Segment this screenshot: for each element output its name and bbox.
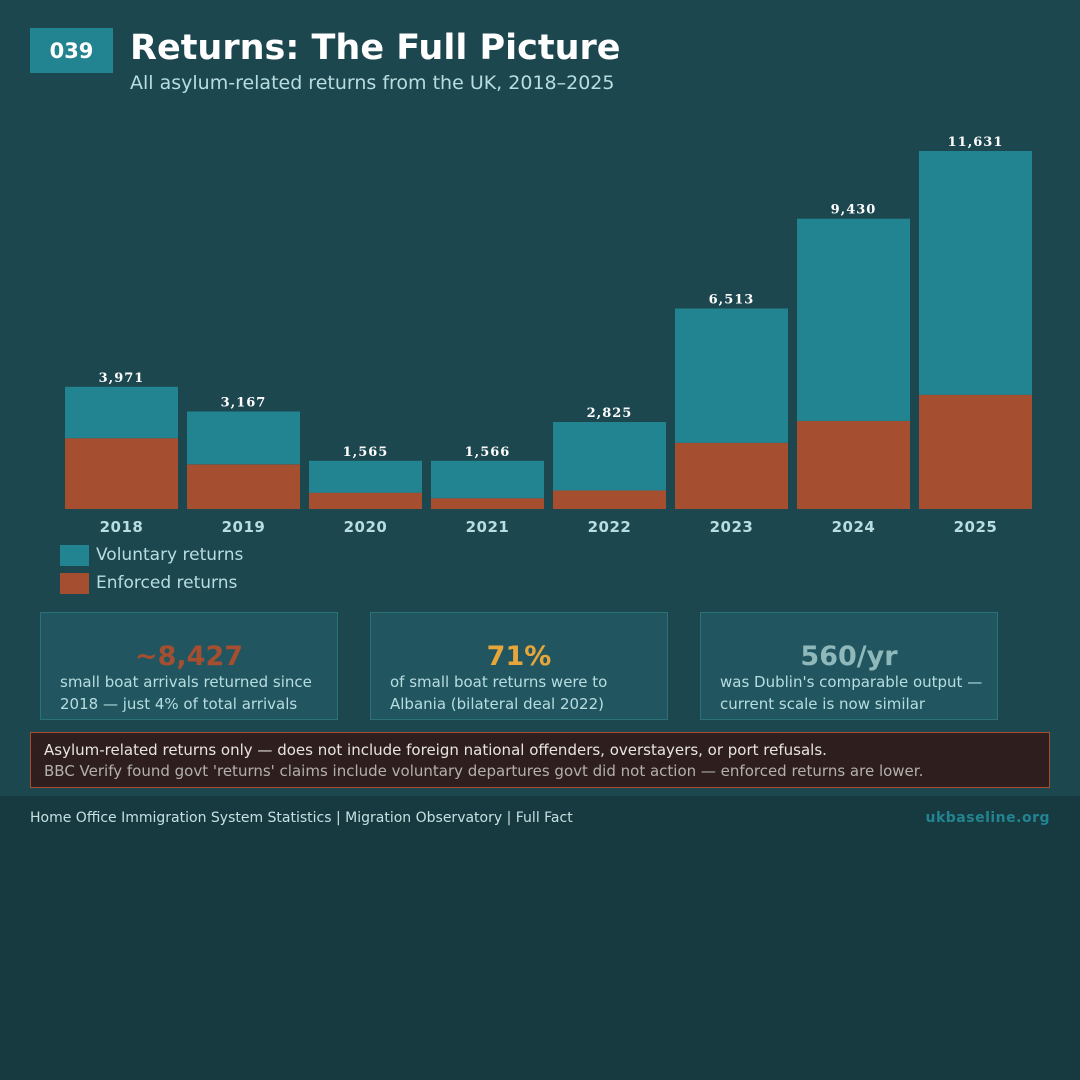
stat-value-dublin-output: 560/yr (800, 641, 898, 672)
chart-number-badge: 039 (30, 28, 113, 73)
bar-voluntary-2018 (65, 386, 178, 439)
returns-bar-chart: 3,971 2018 3,167 2019 1,565 2020 1,566 2021 2,82… (65, 135, 1032, 536)
stat-value-small-boat-returns: ~8,427 (134, 641, 244, 672)
bar-enforced-2024 (797, 421, 910, 509)
stat-description-dublin-output: was Dublin's comparable output — current… (720, 673, 983, 713)
bar-total-label-2023: 6,513 (709, 293, 755, 308)
bar-voluntary-2023 (675, 308, 788, 443)
caveat-main-text: Asylum-related returns only — does not i… (44, 741, 827, 759)
bar-total-label-2024: 9,430 (831, 203, 877, 218)
bar-enforced-2025 (919, 394, 1032, 509)
legend-item-enforced: Enforced returns (60, 572, 237, 594)
bar-enforced-2023 (675, 442, 788, 509)
stat-description-small-boat-returns: small boat arrivals returned since 2018 … (60, 673, 312, 713)
stat-description-albania-share: of small boat returns were to Albania (b… (390, 673, 608, 713)
x-tick-label-2021: 2021 (466, 518, 510, 536)
legend-label-enforced: Enforced returns (96, 573, 238, 593)
footer-site-link[interactable]: ukbaseline.org (925, 810, 1050, 826)
footer-sources: Home Office Immigration System Statistic… (30, 810, 573, 826)
bar-voluntary-2020 (309, 460, 422, 493)
bar-voluntary-2019 (187, 411, 300, 465)
bar-voluntary-2021 (431, 460, 544, 499)
stat-card-dublin-output: 560/yr was Dublin's comparable output — … (700, 612, 998, 720)
page-title: Returns: The Full Picture (130, 28, 621, 68)
bar-enforced-2022 (553, 490, 666, 509)
legend-swatch-voluntary (60, 544, 89, 566)
bar-enforced-2018 (65, 438, 178, 509)
x-tick-label-2023: 2023 (710, 518, 754, 536)
bar-total-label-2022: 2,825 (587, 406, 633, 421)
bar-total-label-2018: 3,971 (99, 371, 145, 386)
x-tick-label-2018: 2018 (100, 518, 144, 536)
stat-card-small-boat-returns: ~8,427 small boat arrivals returned sinc… (40, 612, 338, 720)
legend-item-voluntary: Voluntary returns (60, 544, 243, 566)
bar-total-label-2020: 1,565 (343, 445, 389, 460)
bar-voluntary-2024 (797, 218, 910, 421)
page-subtitle: All asylum-related returns from the UK, … (130, 72, 615, 94)
bar-voluntary-2022 (553, 422, 666, 491)
caveat-box: Asylum-related returns only — does not i… (30, 732, 1050, 788)
bar-voluntary-2025 (919, 151, 1032, 395)
stat-value-albania-share: 71% (486, 641, 552, 672)
stat-card-albania-share: 71% of small boat returns were to Albani… (370, 612, 668, 720)
footer: Home Office Immigration System Statistic… (0, 796, 1080, 1080)
x-tick-label-2024: 2024 (832, 518, 876, 536)
bar-enforced-2020 (309, 492, 422, 509)
bar-enforced-2021 (431, 498, 544, 509)
x-tick-label-2022: 2022 (588, 518, 632, 536)
legend-swatch-enforced (60, 572, 89, 594)
x-tick-label-2020: 2020 (344, 518, 388, 536)
bar-enforced-2019 (187, 464, 300, 509)
bar-total-label-2021: 1,566 (465, 445, 511, 460)
legend-label-voluntary: Voluntary returns (96, 545, 244, 565)
bar-total-label-2019: 3,167 (221, 396, 267, 411)
bar-total-label-2025: 11,631 (948, 135, 1004, 150)
x-tick-label-2019: 2019 (222, 518, 266, 536)
caveat-sub-text: BBC Verify found govt 'returns' claims i… (44, 762, 924, 780)
x-tick-label-2025: 2025 (954, 518, 998, 536)
